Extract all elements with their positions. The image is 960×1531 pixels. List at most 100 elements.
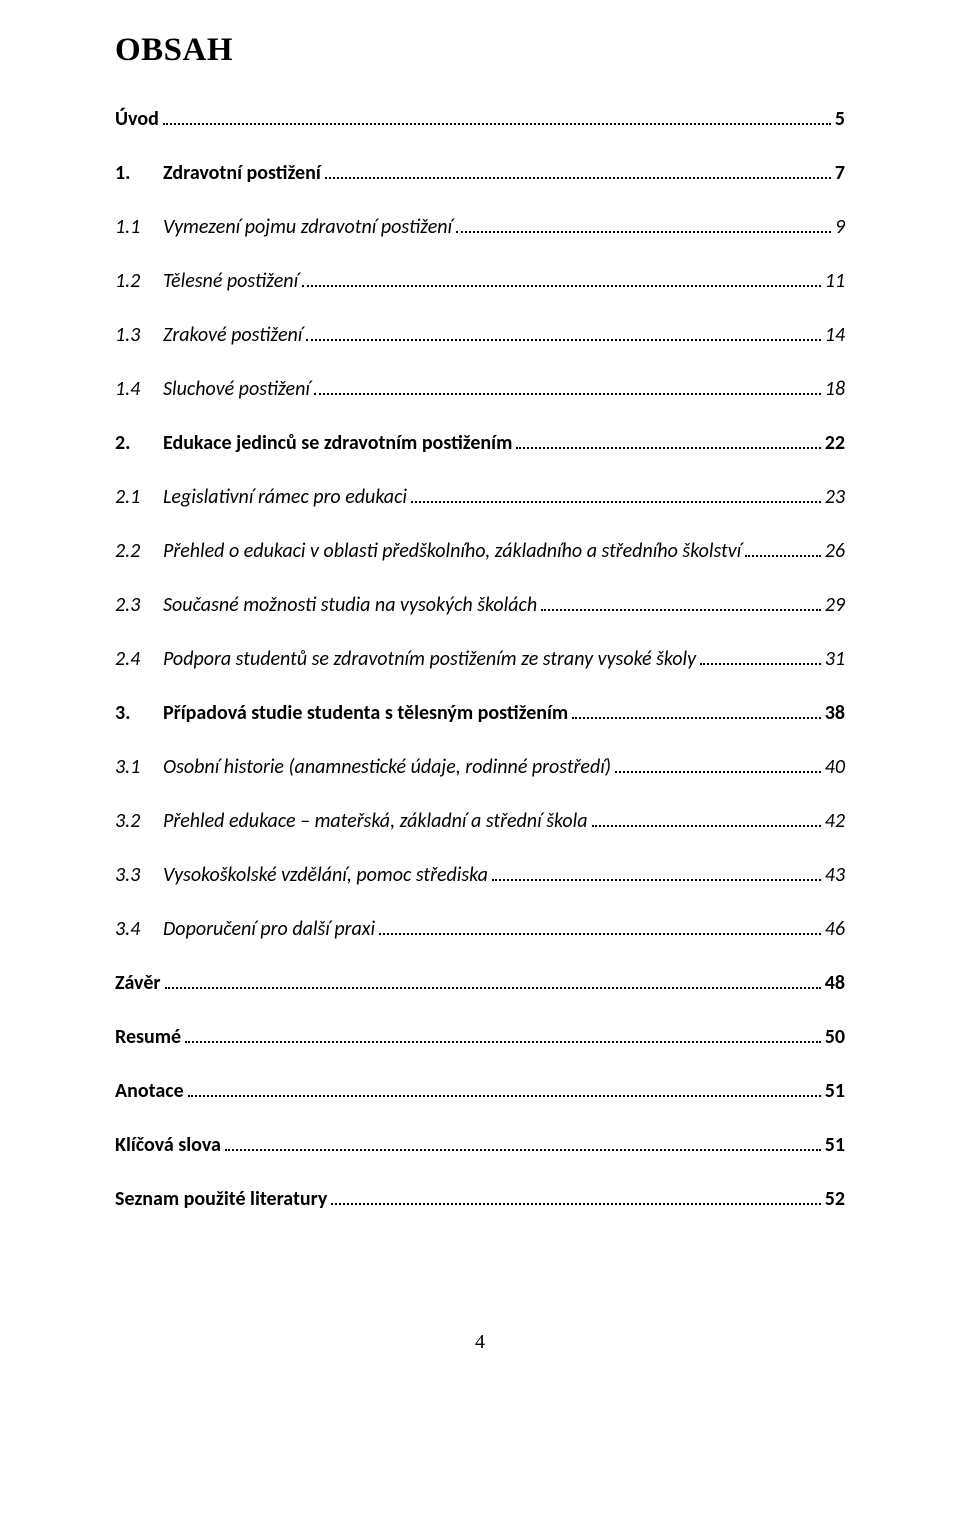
toc-number: 1.3 <box>115 323 163 347</box>
toc-row: 1.3Zrakové postižení 14 <box>115 323 845 347</box>
page-title: OBSAH <box>115 32 845 69</box>
toc-row: 3.2Přehled edukace – mateřská, základní … <box>115 809 845 833</box>
toc-number: 3.2 <box>115 809 163 833</box>
toc-number: 3.1 <box>115 755 163 779</box>
toc-row: 3.3Vysokoškolské vzdělání, pomoc středis… <box>115 863 845 887</box>
toc-row: Klíčová slova 51 <box>115 1133 845 1157</box>
toc-page: 22 <box>825 431 845 455</box>
toc-number: 1.1 <box>115 215 163 239</box>
toc-row: 3.4Doporučení pro další praxi 46 <box>115 917 845 941</box>
toc-label: Anotace <box>115 1079 184 1103</box>
toc-leader-dots <box>700 652 821 665</box>
toc-label: Edukace jedinců se zdravotním postižením <box>163 431 512 455</box>
toc-page: 51 <box>825 1079 845 1103</box>
toc-label: Zrakové postižení <box>163 323 302 347</box>
toc-row: Resumé 50 <box>115 1025 845 1049</box>
toc-leader-dots <box>314 382 821 395</box>
toc-leader-dots <box>306 328 820 341</box>
toc: Úvod 5 1.Zdravotní postižení7 1.1Vymezení p… <box>115 107 845 1211</box>
toc-leader-dots <box>615 760 821 773</box>
toc-label: Závěr <box>115 971 161 995</box>
toc-label: Legislativní rámec pro edukaci <box>163 485 407 509</box>
toc-leader-dots <box>188 1084 821 1097</box>
toc-row: 1.4Sluchové postižení18 <box>115 377 845 401</box>
toc-number: 2. <box>115 431 163 455</box>
toc-page: 18 <box>825 377 845 401</box>
toc-label: Přehled o edukaci v oblasti předškolního… <box>163 539 741 563</box>
toc-leader-dots <box>225 1138 821 1151</box>
toc-leader-dots <box>185 1030 821 1043</box>
toc-page: 29 <box>825 593 845 617</box>
toc-leader-dots <box>456 220 831 233</box>
toc-page: 42 <box>825 809 845 833</box>
toc-label: Resumé <box>115 1025 181 1049</box>
toc-label: Doporučení pro další praxi <box>163 917 375 941</box>
toc-number: 3.4 <box>115 917 163 941</box>
toc-page: 14 <box>825 323 845 347</box>
toc-page: 46 <box>825 917 845 941</box>
toc-page: 9 <box>835 215 845 239</box>
toc-leader-dots <box>165 976 821 989</box>
toc-label: Úvod <box>115 107 159 131</box>
toc-row: 1.2Tělesné postižení 11 <box>115 269 845 293</box>
toc-leader-dots <box>572 706 821 719</box>
toc-leader-dots <box>411 490 821 503</box>
toc-leader-dots <box>592 814 821 827</box>
toc-label: Podpora studentů se zdravotním postižení… <box>163 647 696 671</box>
toc-label: Přehled edukace – mateřská, základní a s… <box>163 809 588 833</box>
page-number: 4 <box>115 1331 845 1354</box>
toc-row: Seznam použité literatury 52 <box>115 1187 845 1211</box>
page: OBSAH Úvod 5 1.Zdravotní postižení7 1.1Vyme… <box>0 0 960 1394</box>
toc-page: 51 <box>825 1133 845 1157</box>
toc-label: Současné možnosti studia na vysokých ško… <box>163 593 537 617</box>
toc-leader-dots <box>302 274 821 287</box>
toc-number: 3.3 <box>115 863 163 887</box>
toc-leader-dots <box>325 166 831 179</box>
toc-row: Anotace 51 <box>115 1079 845 1103</box>
toc-row: 2.1Legislativní rámec pro edukaci 23 <box>115 485 845 509</box>
toc-leader-dots <box>516 436 820 449</box>
toc-page: 48 <box>825 971 845 995</box>
toc-page: 23 <box>825 485 845 509</box>
toc-page: 26 <box>825 539 845 563</box>
toc-row: Úvod 5 <box>115 107 845 131</box>
toc-row: 2.Edukace jedinců se zdravotním postižen… <box>115 431 845 455</box>
toc-page: 5 <box>835 107 845 131</box>
toc-label: Případová studie studenta s tělesným pos… <box>163 701 568 725</box>
toc-label: Sluchové postižení <box>163 377 310 401</box>
toc-label: Zdravotní postižení <box>163 161 321 185</box>
toc-number: 2.1 <box>115 485 163 509</box>
toc-page: 43 <box>825 863 845 887</box>
toc-row: 2.4Podpora studentů se zdravotním postiž… <box>115 647 845 671</box>
toc-leader-dots <box>745 544 821 557</box>
toc-label: Vymezení pojmu zdravotní postižení <box>163 215 452 239</box>
toc-page: 50 <box>825 1025 845 1049</box>
toc-page: 31 <box>825 647 845 671</box>
toc-number: 1.2 <box>115 269 163 293</box>
toc-number: 2.3 <box>115 593 163 617</box>
toc-label: Seznam použité literatury <box>115 1187 327 1211</box>
toc-page: 52 <box>825 1187 845 1211</box>
toc-row: 2.3Současné možnosti studia na vysokých … <box>115 593 845 617</box>
toc-number: 2.4 <box>115 647 163 671</box>
toc-page: 40 <box>825 755 845 779</box>
toc-row: 3.1Osobní historie (anamnestické údaje, … <box>115 755 845 779</box>
toc-row: 1.Zdravotní postižení7 <box>115 161 845 185</box>
toc-leader-dots <box>492 868 821 881</box>
toc-leader-dots <box>379 922 821 935</box>
toc-row: 3.Případová studie studenta s tělesným p… <box>115 701 845 725</box>
toc-number: 3. <box>115 701 163 725</box>
toc-page: 11 <box>825 269 845 293</box>
toc-label: Vysokoškolské vzdělání, pomoc střediska <box>163 863 488 887</box>
toc-number: 2.2 <box>115 539 163 563</box>
toc-leader-dots <box>541 598 821 611</box>
toc-number: 1. <box>115 161 163 185</box>
toc-label: Osobní historie (anamnestické údaje, rod… <box>163 755 611 779</box>
toc-page: 38 <box>825 701 845 725</box>
toc-row: Závěr 48 <box>115 971 845 995</box>
toc-row: 1.1Vymezení pojmu zdravotní postižení 9 <box>115 215 845 239</box>
toc-label: Klíčová slova <box>115 1133 221 1157</box>
toc-label: Tělesné postižení <box>163 269 298 293</box>
toc-leader-dots <box>331 1192 820 1205</box>
toc-leader-dots <box>163 112 831 125</box>
